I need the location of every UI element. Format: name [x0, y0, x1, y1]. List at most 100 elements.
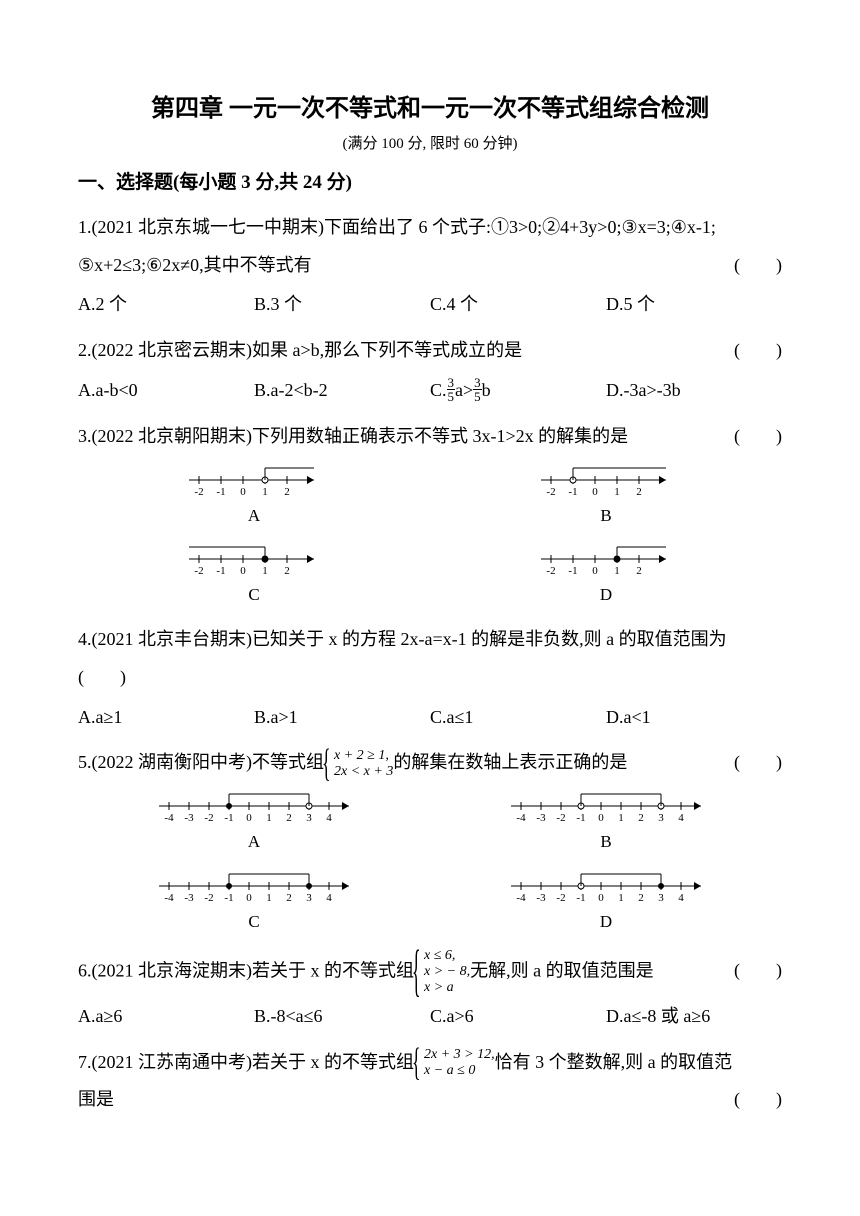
- q1-opt-a: A.2 个: [78, 286, 254, 324]
- answer-blank: ( ): [722, 418, 782, 456]
- q1-opt-c: C.4 个: [430, 286, 606, 324]
- svg-text:-3: -3: [184, 812, 194, 824]
- q5-text: 5.(2022 湖南衡阳中考)不等式组x + 2 ≥ 1,2x < x + 3的…: [78, 744, 722, 782]
- svg-text:-2: -2: [556, 812, 565, 824]
- svg-text:-4: -4: [164, 812, 174, 824]
- q5-diagram-d: -4 -3 -2 -1 0 1 2 3 4 D: [437, 866, 775, 940]
- q1-opt-b: B.3 个: [254, 286, 430, 324]
- svg-text:-2: -2: [204, 892, 213, 904]
- svg-text:0: 0: [598, 892, 604, 904]
- svg-text:-1: -1: [216, 565, 225, 577]
- svg-text:0: 0: [246, 812, 252, 824]
- svg-text:-4: -4: [164, 892, 174, 904]
- q2-opt-b: B.a-2<b-2: [254, 372, 430, 410]
- svg-text:-2: -2: [194, 486, 203, 498]
- answer-blank: ( ): [722, 247, 782, 285]
- svg-text:4: 4: [326, 892, 332, 904]
- svg-text:-1: -1: [224, 892, 233, 904]
- svg-text:-2: -2: [194, 565, 203, 577]
- svg-text:-2: -2: [546, 565, 555, 577]
- page-title: 第四章 一元一次不等式和一元一次不等式组综合检测: [78, 90, 782, 128]
- svg-text:-1: -1: [576, 812, 585, 824]
- svg-text:3: 3: [658, 812, 664, 824]
- answer-blank: ( ): [722, 1081, 782, 1119]
- q3-diagram-b: -2 -1 0 1 2 B: [437, 460, 775, 534]
- q1-opt-d: D.5 个: [606, 286, 782, 324]
- svg-text:-2: -2: [204, 812, 213, 824]
- svg-text:-4: -4: [516, 892, 526, 904]
- q6-text: 6.(2021 北京海淀期末)若关于 x 的不等式组x ≤ 6,x > − 8,…: [78, 948, 722, 996]
- svg-text:2: 2: [636, 565, 642, 577]
- svg-text:2: 2: [284, 565, 290, 577]
- question-1: 1.(2021 北京东城一七一中期末)下面给出了 6 个式子:①3>0;②4+3…: [78, 209, 782, 324]
- q2-opt-a: A.a-b<0: [78, 372, 254, 410]
- svg-text:1: 1: [266, 812, 272, 824]
- svg-text:0: 0: [592, 565, 598, 577]
- svg-text:3: 3: [306, 812, 312, 824]
- answer-blank: ( ): [722, 744, 782, 782]
- question-2: 2.(2022 北京密云期末)如果 a>b,那么下列不等式成立的是 ( ) A.…: [78, 332, 782, 410]
- svg-text:1: 1: [618, 812, 624, 824]
- q6-opt-b: B.-8<a≤6: [254, 998, 430, 1036]
- q2-opt-c: C.35a>35b: [430, 372, 606, 410]
- svg-text:0: 0: [598, 812, 604, 824]
- svg-text:2: 2: [286, 812, 292, 824]
- q4-opt-a: A.a≥1: [78, 699, 254, 737]
- svg-text:0: 0: [246, 892, 252, 904]
- svg-text:-3: -3: [536, 892, 546, 904]
- page-subtitle: (满分 100 分, 限时 60 分钟): [78, 132, 782, 156]
- svg-text:0: 0: [240, 565, 246, 577]
- svg-text:1: 1: [614, 486, 620, 498]
- svg-text:2: 2: [638, 892, 644, 904]
- svg-text:2: 2: [636, 486, 642, 498]
- q2-text: 2.(2022 北京密云期末)如果 a>b,那么下列不等式成立的是: [78, 332, 722, 370]
- svg-text:0: 0: [592, 486, 598, 498]
- svg-text:-1: -1: [224, 812, 233, 824]
- svg-text:0: 0: [240, 486, 246, 498]
- q4-text: 4.(2021 北京丰台期末)已知关于 x 的方程 2x-a=x-1 的解是非负…: [78, 621, 782, 659]
- q5-diagram-c: -4 -3 -2 -1 0 1 2 3 4 C: [85, 866, 423, 940]
- svg-text:-1: -1: [568, 565, 577, 577]
- svg-text:-3: -3: [536, 812, 546, 824]
- answer-blank: ( ): [78, 659, 782, 697]
- svg-text:-1: -1: [568, 486, 577, 498]
- svg-text:4: 4: [326, 812, 332, 824]
- question-4: 4.(2021 北京丰台期末)已知关于 x 的方程 2x-a=x-1 的解是非负…: [78, 621, 782, 736]
- svg-text:3: 3: [306, 892, 312, 904]
- svg-text:1: 1: [262, 486, 268, 498]
- svg-text:-2: -2: [556, 892, 565, 904]
- svg-text:2: 2: [638, 812, 644, 824]
- svg-text:-4: -4: [516, 812, 526, 824]
- svg-text:3: 3: [658, 892, 664, 904]
- q4-opt-d: D.a<1: [606, 699, 782, 737]
- question-6: 6.(2021 北京海淀期末)若关于 x 的不等式组x ≤ 6,x > − 8,…: [78, 948, 782, 1036]
- q7-text: 7.(2021 江苏南通中考)若关于 x 的不等式组2x + 3 > 12,x …: [78, 1044, 782, 1082]
- svg-text:1: 1: [618, 892, 624, 904]
- svg-text:2: 2: [286, 892, 292, 904]
- svg-text:-3: -3: [184, 892, 194, 904]
- q6-opt-d: D.a≤-8 或 a≥6: [606, 998, 782, 1036]
- q5-diagram-b: -4 -3 -2 -1 0 1 2 3 4 B: [437, 786, 775, 860]
- answer-blank: ( ): [722, 332, 782, 370]
- svg-text:2: 2: [284, 486, 290, 498]
- q3-diagram-d: -2 -1 0 1 2 D: [437, 539, 775, 613]
- q2-opt-d: D.-3a>-3b: [606, 372, 782, 410]
- q6-opt-c: C.a>6: [430, 998, 606, 1036]
- q7-text-c: 围是: [78, 1081, 722, 1119]
- q3-text: 3.(2022 北京朝阳期末)下列用数轴正确表示不等式 3x-1>2x 的解集的…: [78, 418, 722, 456]
- svg-text:-2: -2: [546, 486, 555, 498]
- question-7: 7.(2021 江苏南通中考)若关于 x 的不等式组2x + 3 > 12,x …: [78, 1044, 782, 1120]
- svg-text:4: 4: [678, 892, 684, 904]
- q5-diagram-a: -4 -3 -2 -1 0 1 2 3 4 A: [85, 786, 423, 860]
- q3-diagram-c: -2 -1 0 1 2 C: [85, 539, 423, 613]
- q1-text-a: 1.(2021 北京东城一七一中期末)下面给出了 6 个式子:①3>0;②4+3…: [78, 209, 782, 247]
- svg-text:1: 1: [262, 565, 268, 577]
- q4-opt-c: C.a≤1: [430, 699, 606, 737]
- svg-text:-1: -1: [216, 486, 225, 498]
- question-5: 5.(2022 湖南衡阳中考)不等式组x + 2 ≥ 1,2x < x + 3的…: [78, 744, 782, 939]
- question-3: 3.(2022 北京朝阳期末)下列用数轴正确表示不等式 3x-1>2x 的解集的…: [78, 418, 782, 613]
- svg-text:-1: -1: [576, 892, 585, 904]
- q4-opt-b: B.a>1: [254, 699, 430, 737]
- svg-text:4: 4: [678, 812, 684, 824]
- q3-diagram-a: -2 -1 0 1 2 A: [85, 460, 423, 534]
